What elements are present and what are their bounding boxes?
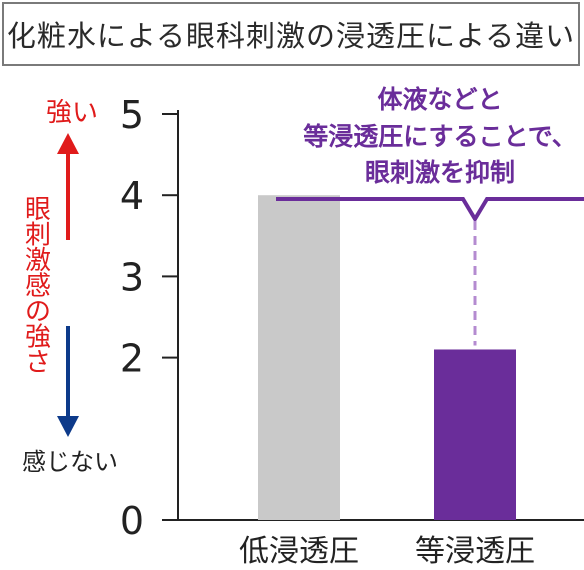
bar-low-osmotic [258, 195, 340, 520]
annotation-line: 眼刺激を抑制 [365, 158, 515, 187]
y-weak-label: 感じない [22, 448, 118, 476]
y-axis-title: 眼刺激感の強さ [25, 195, 51, 378]
y-tick-label: 3 [120, 255, 144, 299]
y-tick-label: 0 [120, 499, 144, 543]
annotation-bracket [276, 197, 584, 223]
x-tick-label: 等浸透圧 [415, 534, 535, 569]
y-tick-label: 4 [120, 174, 144, 218]
annotation-line: 等浸透圧にすることで、 [303, 122, 577, 151]
annotation-line: 体液などと [377, 85, 502, 114]
y-strong-label: 強い [46, 98, 98, 128]
bar-iso-osmotic [434, 349, 516, 520]
x-tick-label: 低浸透圧 [239, 534, 359, 569]
y-tick-label: 2 [120, 337, 144, 381]
chart-title: 化粧水による眼科刺激の浸透圧による違い [2, 2, 580, 66]
y-tick-label: 5 [120, 93, 144, 137]
y-strong-arrow-head [57, 133, 79, 154]
y-weak-arrow-head [57, 416, 79, 437]
